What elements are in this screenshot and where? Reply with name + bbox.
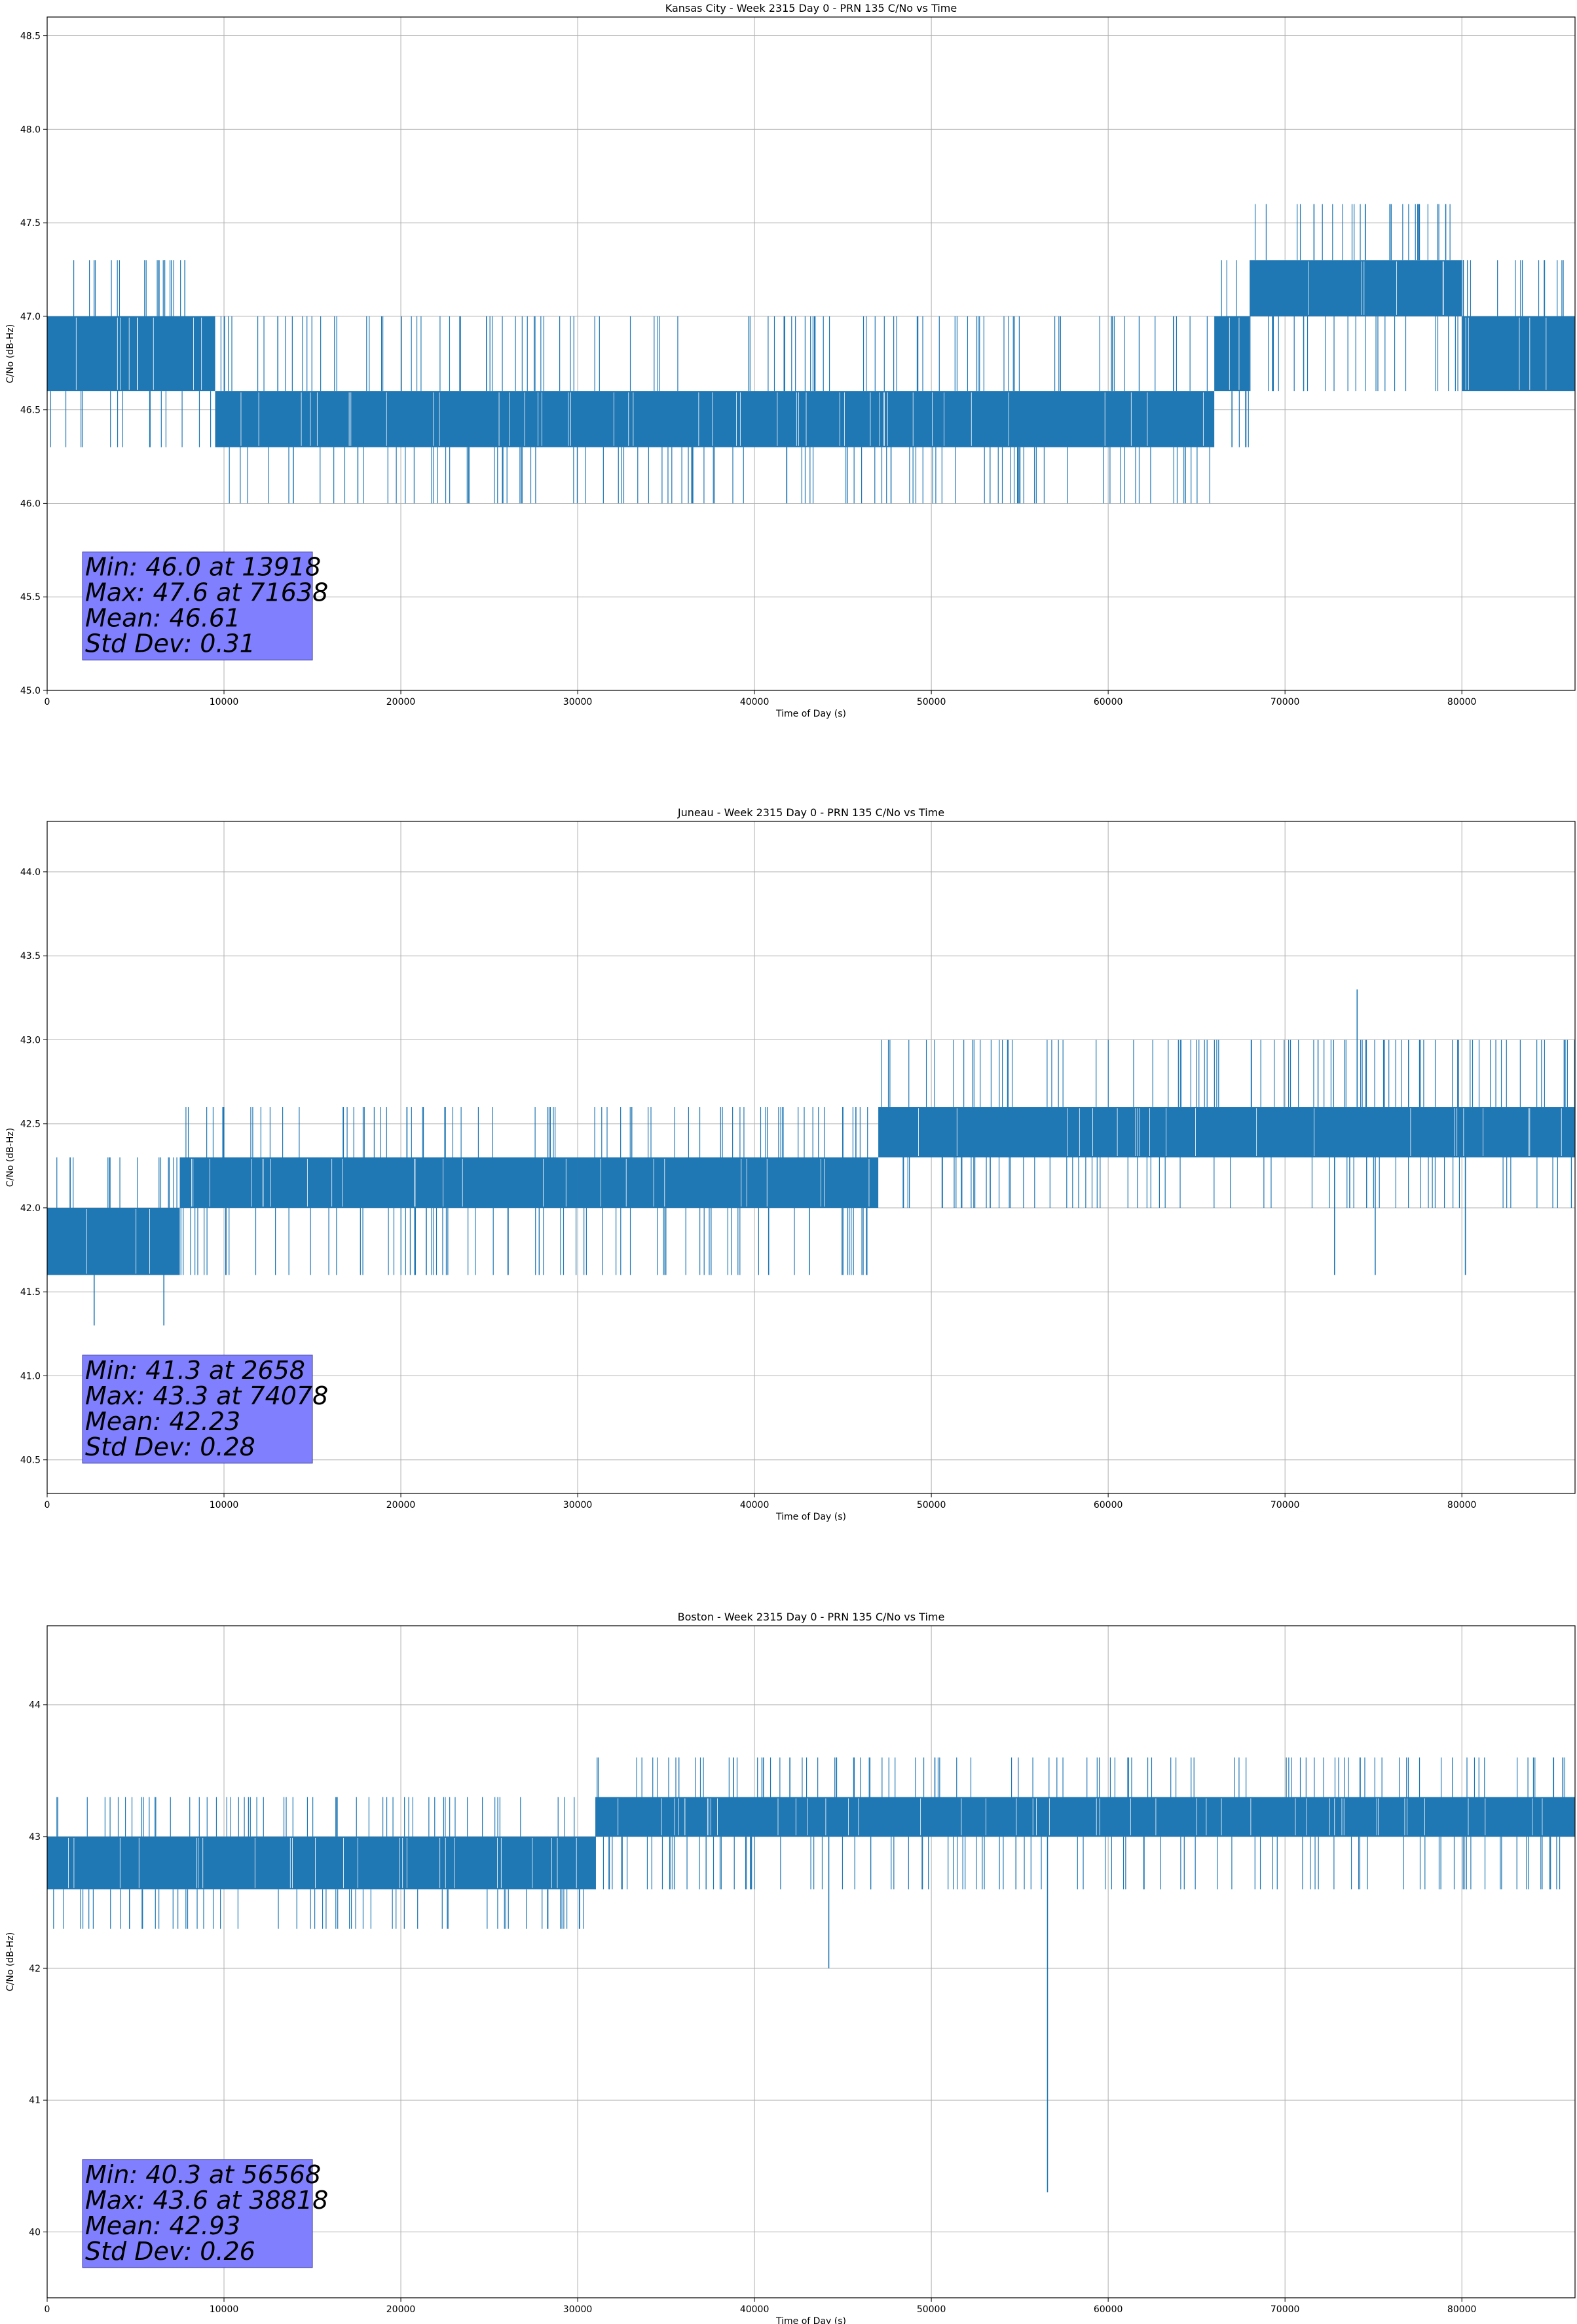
stats-line: Mean: 42.93 (85, 2211, 240, 2240)
x-tick-label: 30000 (563, 1500, 593, 1510)
x-tick-label: 20000 (386, 2304, 416, 2315)
series-band (47, 1207, 180, 1275)
series-band (1214, 316, 1250, 392)
stats-line: Min: 46.0 at 13918 (85, 553, 321, 582)
y-tick-label: 43 (29, 1832, 41, 1843)
x-tick-label: 80000 (1447, 697, 1477, 707)
x-tick-label: 30000 (563, 2304, 593, 2315)
series-band (878, 1107, 1575, 1157)
x-tick-label: 60000 (1094, 2304, 1123, 2315)
x-axis-label: Time of Day (s) (775, 709, 846, 719)
subplot-boston: Boston - Week 2315 Day 0 - PRN 135 C/No … (5, 1611, 1576, 2324)
x-tick-label: 40000 (740, 2304, 770, 2315)
x-tick-label: 10000 (210, 1500, 239, 1510)
x-tick-label: 10000 (210, 697, 239, 707)
series-band (578, 1157, 879, 1208)
y-tick-label: 45.0 (20, 686, 41, 696)
stats-line: Max: 43.3 at 74078 (85, 1381, 328, 1410)
stats-line: Mean: 42.23 (85, 1407, 240, 1436)
stats-box (82, 552, 313, 661)
stats-line: Max: 47.6 at 71638 (85, 578, 328, 607)
stats-box (82, 1355, 313, 1464)
x-tick-label: 40000 (740, 1500, 770, 1510)
y-tick-label: 42 (29, 1964, 41, 1974)
y-tick-label: 41 (29, 2095, 41, 2106)
series-band (1462, 316, 1575, 392)
y-tick-label: 46.0 (20, 498, 41, 509)
x-tick-label: 50000 (917, 2304, 946, 2315)
series-band (1250, 260, 1462, 316)
y-tick-label: 47.0 (20, 312, 41, 322)
chart-title: Juneau - Week 2315 Day 0 - PRN 135 C/No … (677, 806, 944, 819)
y-tick-label: 48.0 (20, 124, 41, 135)
x-tick-label: 0 (45, 1500, 50, 1510)
stats-line: Min: 41.3 at 2658 (85, 1356, 305, 1385)
chart-title: Boston - Week 2315 Day 0 - PRN 135 C/No … (678, 1611, 945, 1623)
y-tick-label: 44.0 (20, 867, 41, 878)
y-tick-label: 41.0 (20, 1371, 41, 1381)
y-axis-label: C/No (dB-Hz) (5, 1128, 16, 1187)
x-tick-label: 50000 (917, 697, 946, 707)
y-axis-label: C/No (dB-Hz) (5, 324, 16, 383)
series-band (215, 391, 1215, 447)
y-tick-label: 40 (29, 2227, 41, 2238)
x-tick-label: 50000 (917, 1500, 946, 1510)
x-tick-label: 70000 (1271, 2304, 1300, 2315)
x-tick-label: 20000 (386, 697, 416, 707)
x-tick-label: 0 (45, 2304, 50, 2315)
y-tick-label: 45.5 (20, 592, 41, 603)
x-tick-label: 80000 (1447, 1500, 1477, 1510)
stats-box (82, 2159, 313, 2268)
cno-series (47, 204, 1575, 504)
y-tick-label: 43.5 (20, 951, 41, 962)
x-tick-label: 0 (45, 697, 50, 707)
y-tick-label: 47.5 (20, 218, 41, 229)
y-tick-label: 42.0 (20, 1203, 41, 1214)
axes-frame (46, 821, 1576, 1494)
axes-frame (46, 16, 1576, 691)
x-axis-label: Time of Day (s) (775, 2316, 846, 2324)
x-tick-label: 70000 (1271, 1500, 1300, 1510)
x-tick-label: 20000 (386, 1500, 416, 1510)
series-band (179, 1157, 578, 1208)
x-tick-label: 80000 (1447, 2304, 1477, 2315)
x-tick-label: 60000 (1094, 1500, 1123, 1510)
stats-line: Std Dev: 0.26 (85, 2237, 255, 2266)
stats-line: Std Dev: 0.31 (85, 629, 255, 658)
stats-line: Std Dev: 0.28 (85, 1433, 255, 1461)
cno-series (47, 989, 1575, 1326)
stats-line: Max: 43.6 at 38818 (85, 2186, 328, 2215)
subplot-juneau: Juneau - Week 2315 Day 0 - PRN 135 C/No … (5, 806, 1576, 1522)
x-axis-label: Time of Day (s) (775, 1512, 846, 1522)
x-tick-label: 60000 (1094, 697, 1123, 707)
subplot-kansas-city: Kansas City - Week 2315 Day 0 - PRN 135 … (5, 2, 1576, 719)
stats-line: Mean: 46.61 (85, 604, 240, 633)
x-tick-label: 40000 (740, 697, 770, 707)
series-band (595, 1797, 1575, 1837)
axes-frame (46, 1625, 1576, 2298)
y-tick-label: 43.0 (20, 1035, 41, 1045)
x-tick-label: 70000 (1271, 697, 1300, 707)
cno-series (47, 1757, 1575, 2193)
y-tick-label: 44 (29, 1700, 41, 1711)
series-band (47, 316, 215, 392)
y-axis-label: C/No (dB-Hz) (5, 1932, 16, 1991)
stats-line: Min: 40.3 at 56568 (85, 2160, 321, 2189)
y-tick-label: 41.5 (20, 1287, 41, 1298)
y-tick-label: 42.5 (20, 1119, 41, 1130)
y-tick-label: 48.5 (20, 31, 41, 42)
x-tick-label: 30000 (563, 697, 593, 707)
y-tick-label: 46.5 (20, 405, 41, 416)
chart-title: Kansas City - Week 2315 Day 0 - PRN 135 … (665, 2, 957, 14)
y-tick-label: 40.5 (20, 1455, 41, 1466)
x-tick-label: 10000 (210, 2304, 239, 2315)
series-band (47, 1836, 596, 1890)
